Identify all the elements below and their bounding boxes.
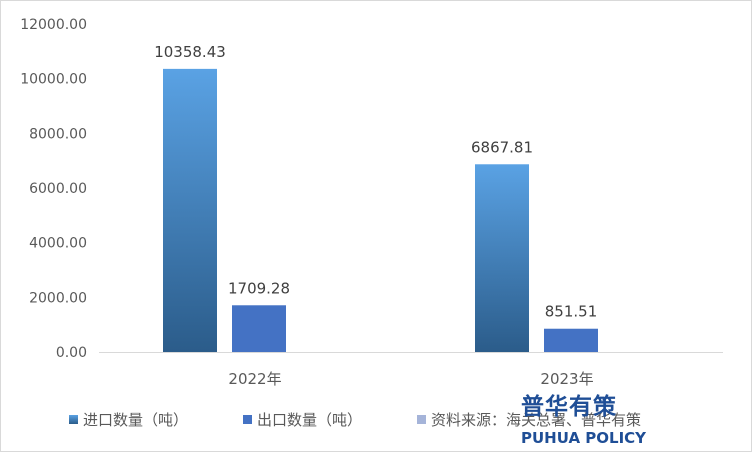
category-labels: 2022年 2023年 — [228, 370, 593, 388]
watermark-logo-en: PUHUA POLICY — [521, 429, 647, 447]
legend-label: 进口数量（吨） — [83, 411, 188, 429]
bar-import-0 — [163, 68, 217, 353]
legend-label: 资料来源：海关总署、普华有策 — [431, 411, 641, 429]
y-tick-label: 10000.00 — [20, 72, 87, 88]
legend: 进口数量（吨） 出口数量（吨） 资料来源：海关总署、普华有策 — [69, 411, 641, 429]
y-tick-label: 8000.00 — [29, 126, 87, 142]
legend-label: 出口数量（吨） — [257, 411, 362, 429]
y-tick-label: 2000.00 — [29, 290, 87, 306]
bar-import-1 — [475, 164, 529, 352]
watermark-logo-cn: 普华有策 — [521, 393, 617, 420]
y-axis: 0.00 2000.00 4000.00 6000.00 8000.00 10000.00… — [20, 17, 723, 361]
data-labels: 10358.43 1709.28 6867.81 851.51 — [154, 43, 597, 321]
x-category-label: 2022年 — [228, 370, 281, 388]
data-label: 10358.43 — [154, 43, 226, 61]
y-tick-label: 12000.00 — [20, 17, 87, 33]
y-tick-label: 6000.00 — [29, 181, 87, 197]
watermark-logo: 普华有策 PUHUA POLICY — [521, 393, 647, 447]
data-label: 6867.81 — [471, 138, 533, 156]
data-label: 851.51 — [545, 303, 598, 321]
legend-swatch — [243, 415, 252, 424]
legend-swatch — [417, 415, 426, 424]
bars — [163, 68, 598, 353]
x-category-label: 2023年 — [540, 370, 593, 388]
bar-export-1 — [544, 328, 598, 352]
bar-export-0 — [232, 305, 286, 352]
y-tick-label: 0.00 — [56, 345, 87, 361]
data-label: 1709.28 — [228, 279, 290, 297]
legend-swatch — [69, 415, 78, 424]
y-tick-label: 4000.00 — [29, 236, 87, 252]
